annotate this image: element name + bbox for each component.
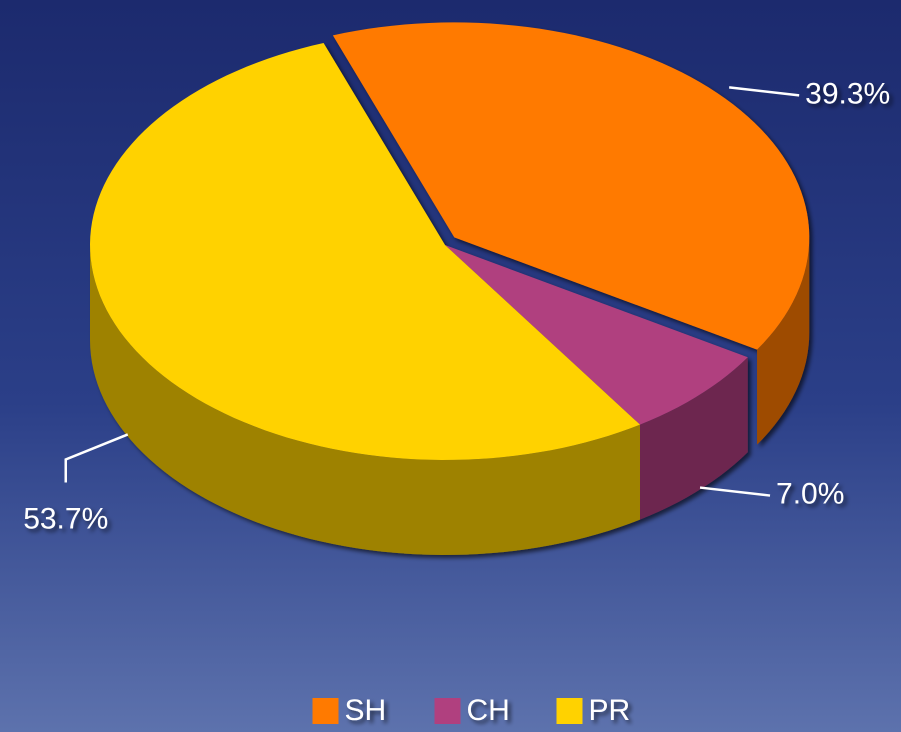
- data-label: 7.0%: [776, 477, 844, 510]
- slice-side: [757, 237, 810, 445]
- slice: [445, 245, 748, 425]
- data-label: 53.7%: [23, 502, 108, 535]
- data-label: 39.3%: [805, 77, 890, 110]
- slice: [332, 22, 810, 350]
- slice-side: [90, 245, 641, 555]
- legend-label: SH: [345, 694, 387, 727]
- legend-label: CH: [467, 694, 510, 727]
- legend-swatch: [312, 698, 339, 724]
- legend: SH CH PR: [312, 694, 631, 727]
- leader-line: [729, 86, 800, 97]
- legend-label: PR: [589, 694, 631, 727]
- labels: 39.3% 7.0% 53.7%: [23, 77, 890, 535]
- legend-swatch: [434, 698, 461, 724]
- leader-line: [699, 486, 771, 497]
- leader-line: [64, 433, 129, 483]
- pie: [90, 22, 810, 555]
- slice: [90, 42, 641, 460]
- slice-side: [640, 357, 748, 520]
- legend-swatch: [556, 698, 583, 724]
